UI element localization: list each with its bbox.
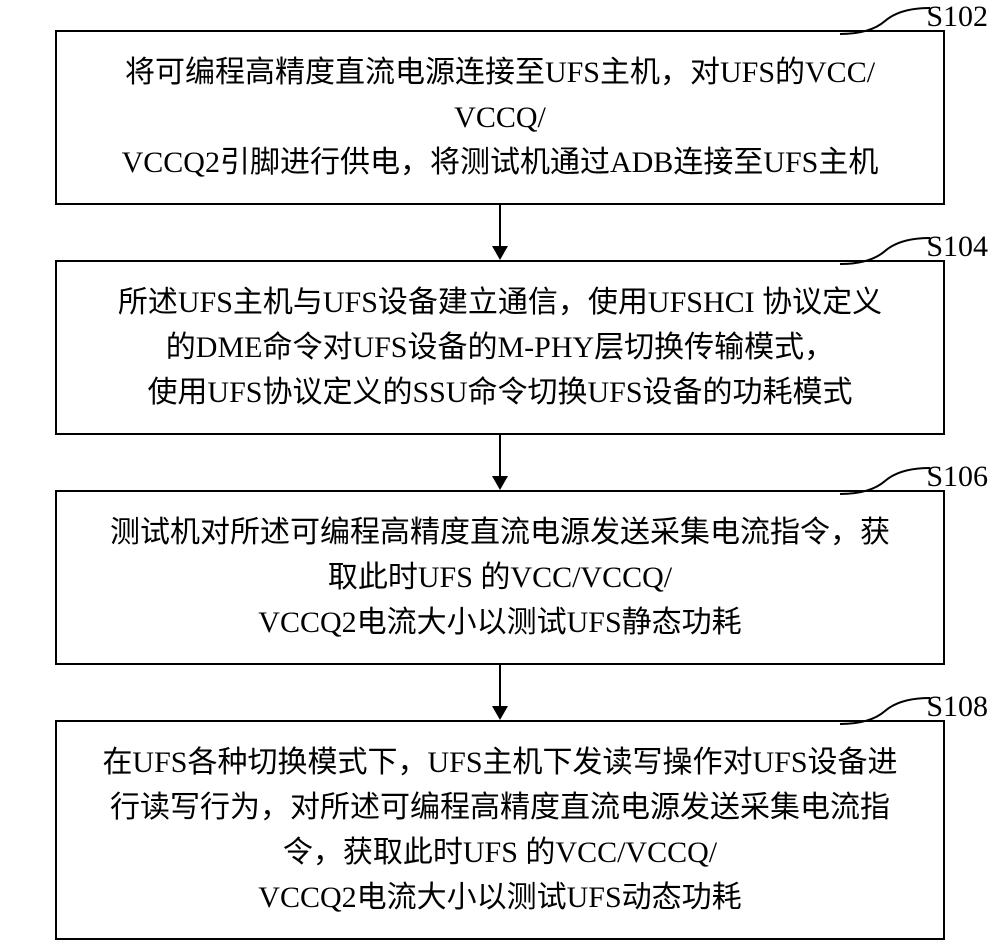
arrow-2 <box>0 435 1000 490</box>
step-s108-container: S108 在UFS各种切换模式下，UFS主机下发读写操作对UFS设备进 行读写行… <box>0 720 1000 940</box>
step-s108-line-1: 在UFS各种切换模式下，UFS主机下发读写操作对UFS设备进 <box>102 740 897 785</box>
arrow-2-head <box>492 476 508 490</box>
step-box-s104: 所述UFS主机与UFS设备建立通信，使用UFSHCI 协议定义 的DME命令对U… <box>55 260 945 435</box>
arrow-3-line <box>499 665 501 707</box>
step-s106-line-3: VCCQ2电流大小以测试UFS静态功耗 <box>258 600 741 645</box>
step-s108-line-4: VCCQ2电流大小以测试UFS动态功耗 <box>258 875 741 920</box>
arrow-3-head <box>492 706 508 720</box>
step-s104-container: S104 所述UFS主机与UFS设备建立通信，使用UFSHCI 协议定义 的DM… <box>0 260 1000 435</box>
step-s104-line-1: 所述UFS主机与UFS设备建立通信，使用UFSHCI 协议定义 <box>118 280 882 325</box>
step-label-s104: S104 <box>926 230 988 264</box>
step-s106-line-2: 取此时UFS 的VCC/VCCQ/ <box>328 555 672 600</box>
step-s108-line-3: 令，获取此时UFS 的VCC/VCCQ/ <box>283 830 717 875</box>
step-s104-line-2: 的DME命令对UFS设备的M-PHY层切换传输模式， <box>166 325 834 370</box>
arrow-1 <box>0 205 1000 260</box>
step-s104-line-3: 使用UFS协议定义的SSU命令切换UFS设备的功耗模式 <box>147 370 852 415</box>
step-box-s102: 将可编程高精度直流电源连接至UFS主机，对UFS的VCC/ VCCQ/ VCCQ… <box>55 30 945 205</box>
step-label-s108: S108 <box>926 690 988 724</box>
step-s102-container: S102 将可编程高精度直流电源连接至UFS主机，对UFS的VCC/ VCCQ/… <box>0 30 1000 205</box>
step-s108-line-2: 行读写行为，对所述可编程高精度直流电源发送采集电流指 <box>110 785 890 830</box>
step-s102-line-2: VCCQ/ <box>454 95 546 140</box>
step-s106-container: S106 测试机对所述可编程高精度直流电源发送采集电流指令，获 取此时UFS 的… <box>0 490 1000 665</box>
flowchart-container: S102 将可编程高精度直流电源连接至UFS主机，对UFS的VCC/ VCCQ/… <box>0 0 1000 886</box>
step-box-s106: 测试机对所述可编程高精度直流电源发送采集电流指令，获 取此时UFS 的VCC/V… <box>55 490 945 665</box>
arrow-3 <box>0 665 1000 720</box>
step-s106-line-1: 测试机对所述可编程高精度直流电源发送采集电流指令，获 <box>110 510 890 555</box>
step-label-s106: S106 <box>926 460 988 494</box>
step-s102-line-3: VCCQ2引脚进行供电，将测试机通过ADB连接至UFS主机 <box>122 140 879 185</box>
arrow-1-line <box>499 205 501 247</box>
arrow-2-line <box>499 435 501 477</box>
step-label-s102: S102 <box>926 0 988 34</box>
step-box-s108: 在UFS各种切换模式下，UFS主机下发读写操作对UFS设备进 行读写行为，对所述… <box>55 720 945 940</box>
arrow-1-head <box>492 246 508 260</box>
step-s102-line-1: 将可编程高精度直流电源连接至UFS主机，对UFS的VCC/ <box>125 50 875 95</box>
